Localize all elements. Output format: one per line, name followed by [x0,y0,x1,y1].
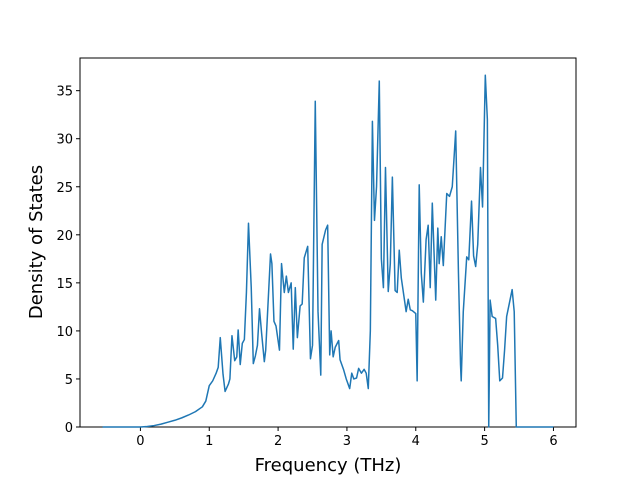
x-tick-label: 3 [343,434,351,449]
y-axis-label: Density of States [26,165,47,319]
x-axis-label: Frequency (THz) [255,455,402,476]
y-tick-label: 25 [56,181,73,196]
x-tick-label: 1 [205,434,213,449]
y-tick-label: 35 [56,85,73,100]
y-tick-label: 15 [56,277,73,292]
x-tick-label: 0 [136,434,144,449]
x-tick-label: 5 [480,434,488,449]
x-tick-label: 6 [549,434,557,449]
y-tick-label: 10 [56,325,73,340]
data-line [102,74,554,428]
x-tick-label: 2 [274,434,282,449]
y-tick-label: 20 [56,229,73,244]
plot-frame [79,57,577,428]
y-tick-label: 5 [65,373,73,388]
y-tick-label: 0 [65,421,73,436]
x-tick-label: 4 [412,434,420,449]
y-tick-label: 30 [56,133,73,148]
